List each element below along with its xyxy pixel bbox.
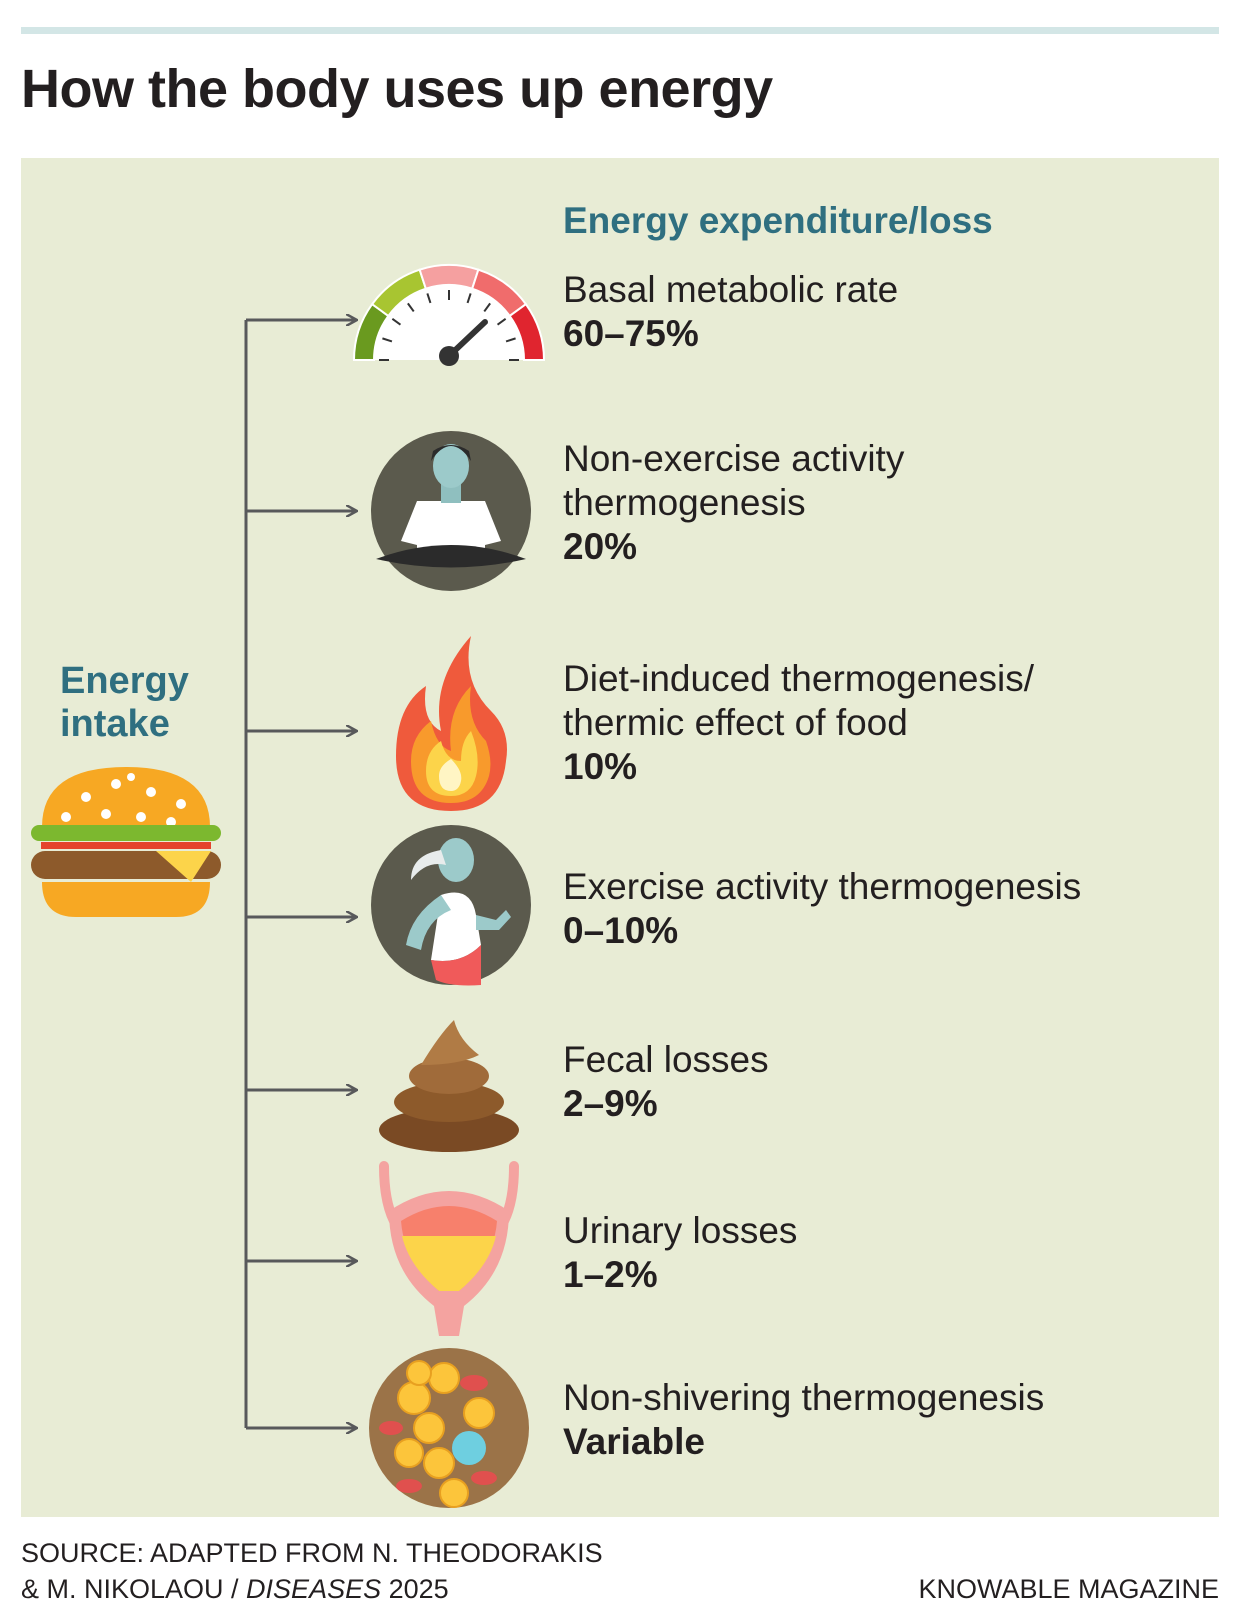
item-label: Non-shivering thermogenesis Variable bbox=[563, 1376, 1044, 1464]
item-share: 1–2% bbox=[563, 1254, 658, 1295]
item-label: Basal metabolic rate 60–75% bbox=[563, 268, 898, 356]
intake-label: Energy intake bbox=[60, 660, 189, 746]
gauge-tick bbox=[466, 293, 472, 304]
item-share: 20% bbox=[563, 526, 638, 567]
item-label: Urinary losses 1–2% bbox=[563, 1209, 797, 1297]
gauge-tick bbox=[407, 302, 415, 313]
gauge-tick bbox=[483, 302, 491, 313]
item-name: Non-shivering thermogenesis bbox=[563, 1377, 1045, 1418]
fire-icon bbox=[396, 636, 507, 811]
fecal-icon bbox=[379, 1020, 519, 1152]
item-share: Variable bbox=[563, 1421, 705, 1462]
urinary-icon bbox=[379, 1161, 519, 1336]
item-name: thermic effect of food bbox=[563, 702, 908, 743]
item-name: thermogenesis bbox=[563, 482, 806, 523]
source-line: SOURCE: ADAPTED FROM N. THEODORAKIS bbox=[21, 1538, 603, 1568]
gauge-tick bbox=[391, 318, 402, 326]
item-name: Basal metabolic rate bbox=[563, 269, 899, 310]
item-name: Exercise activity thermogenesis bbox=[563, 866, 1082, 907]
source-line: & M. NIKOLAOU / DISEASES 2025 bbox=[21, 1571, 603, 1607]
connectors bbox=[244, 320, 356, 1428]
item-name: Diet-induced thermogenesis/ bbox=[563, 658, 1034, 699]
item-name: Urinary losses bbox=[563, 1210, 798, 1251]
gauge-segment bbox=[418, 264, 480, 290]
source: SOURCE: ADAPTED FROM N. THEODORAKIS & M.… bbox=[21, 1535, 603, 1607]
intake-line: intake bbox=[60, 703, 170, 745]
item-label: Diet-induced thermogenesis/thermic effec… bbox=[563, 657, 1034, 789]
item-share: 0–10% bbox=[563, 910, 679, 951]
title: How the body uses up energy bbox=[21, 59, 773, 119]
gauge-tick bbox=[496, 318, 507, 326]
source-journal: DISEASES bbox=[246, 1574, 382, 1604]
gauge-segment bbox=[508, 302, 546, 361]
top-rule bbox=[21, 27, 1219, 34]
gauge-tick bbox=[426, 293, 432, 304]
item-share: 60–75% bbox=[563, 313, 699, 354]
item-label: Non-exercise activity thermogenesis 20% bbox=[563, 437, 904, 569]
gauge-icon bbox=[352, 264, 546, 366]
source-authors: & M. NIKOLAOU / bbox=[21, 1574, 247, 1604]
item-share: 2–9% bbox=[563, 1083, 658, 1124]
gauge-tick bbox=[505, 337, 516, 343]
runner-icon bbox=[371, 825, 531, 986]
item-label: Fecal losses 2–9% bbox=[563, 1038, 769, 1126]
item-name: Fecal losses bbox=[563, 1039, 769, 1080]
meditation-icon bbox=[371, 431, 531, 591]
gauge-tick bbox=[382, 337, 393, 343]
burger-icon bbox=[31, 767, 221, 917]
panel bbox=[21, 158, 1219, 1517]
credit: KNOWABLE MAGAZINE bbox=[918, 1574, 1219, 1604]
item-share: 10% bbox=[563, 746, 638, 787]
adipose-icon bbox=[369, 1348, 529, 1508]
gauge-hub bbox=[439, 346, 459, 366]
intake-line: Energy bbox=[60, 660, 189, 702]
source-year: 2025 bbox=[381, 1574, 449, 1604]
item-label: Exercise activity thermogenesis 0–10% bbox=[563, 865, 1081, 953]
item-name: Non-exercise activity bbox=[563, 438, 905, 479]
expenditure-heading: Energy expenditure/loss bbox=[563, 200, 993, 241]
